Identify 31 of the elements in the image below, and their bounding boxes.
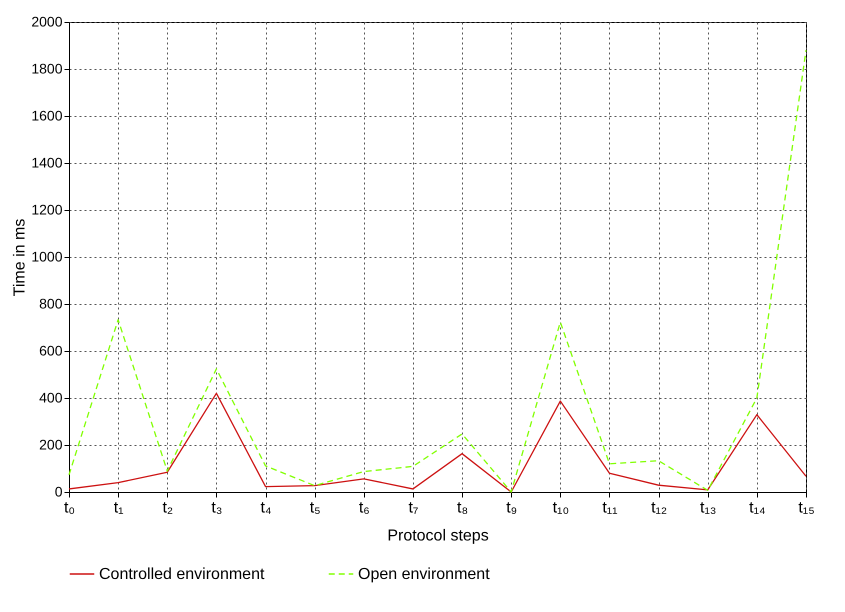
x-tick-label: t₃ (211, 500, 222, 516)
y-tick-label: 200 (39, 436, 63, 452)
x-tick-label: t₈ (457, 500, 468, 516)
y-tick-label: 1800 (31, 60, 63, 76)
y-tick-label: 600 (39, 342, 63, 358)
y-tick-label: 2000 (31, 14, 63, 30)
y-tick-label: 1400 (31, 154, 63, 170)
legend-label: Open environment (358, 566, 490, 583)
x-tick-label: t₂ (162, 500, 174, 516)
y-tick-label: 1600 (31, 108, 63, 124)
x-tick-label: t₁₀ (552, 500, 570, 516)
x-tick-label: t₄ (260, 500, 272, 516)
x-tick-label: t₁₃ (700, 500, 716, 516)
legend-label: Controlled environment (99, 566, 265, 583)
y-tick-label: 800 (39, 296, 63, 312)
y-tick-label: 0 (54, 484, 63, 500)
x-tick-label: t₉ (506, 500, 518, 516)
x-tick-label: t₁₂ (651, 500, 668, 516)
y-tick-label: 1000 (31, 248, 63, 264)
x-tick-label: t₀ (64, 500, 76, 516)
x-tick-label: t₁ (114, 500, 124, 516)
x-axis-title: Protocol steps (387, 528, 489, 544)
x-tick-label: t₅ (310, 500, 321, 516)
x-tick-label: t₁₅ (798, 500, 815, 516)
y-tick-label: 1200 (31, 202, 63, 218)
x-tick-label: t₁₄ (749, 500, 766, 516)
y-tick-label: 400 (39, 390, 63, 406)
x-tick-label: t₇ (408, 500, 418, 516)
x-tick-label: t₁₁ (602, 500, 618, 516)
y-axis-title: Time in ms (11, 218, 28, 296)
x-tick-label: t₆ (358, 500, 370, 516)
